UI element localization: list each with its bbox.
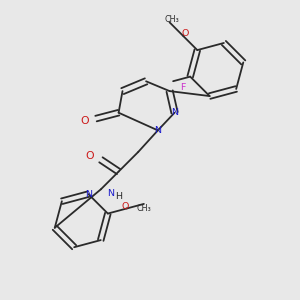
Text: N: N (154, 126, 161, 135)
Text: O: O (121, 202, 128, 211)
Text: O: O (80, 116, 88, 126)
Text: H: H (115, 192, 122, 201)
Text: N: N (171, 108, 178, 117)
Text: CH₃: CH₃ (164, 15, 179, 24)
Text: N: N (107, 189, 114, 198)
Text: CH₃: CH₃ (136, 204, 151, 213)
Text: N: N (85, 190, 92, 199)
Text: O: O (182, 29, 189, 38)
Text: O: O (86, 151, 94, 161)
Text: F: F (180, 82, 186, 91)
